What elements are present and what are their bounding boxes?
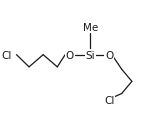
Text: Cl: Cl — [104, 95, 114, 105]
Text: O: O — [105, 50, 113, 60]
Text: Me: Me — [83, 23, 98, 33]
Text: Cl: Cl — [1, 50, 11, 60]
Text: Si: Si — [85, 50, 95, 60]
Text: O: O — [66, 50, 74, 60]
